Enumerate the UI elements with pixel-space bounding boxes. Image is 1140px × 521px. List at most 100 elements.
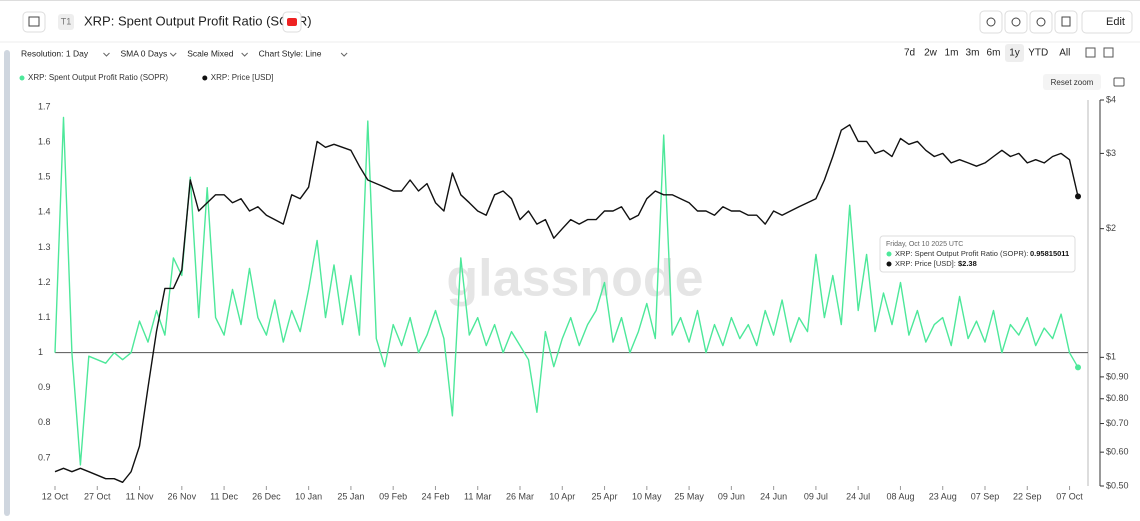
y-tick-label: 1.2 [38, 277, 51, 287]
tooltip-swatch [886, 261, 892, 267]
x-tick-label: 26 Mar [506, 491, 534, 501]
x-tick-label: 12 Oct [42, 491, 69, 501]
y-tick-label: 1.4 [38, 207, 51, 217]
tag: T1 [61, 16, 72, 26]
reset-zoom-button[interactable] [1043, 74, 1101, 90]
edit-label: Edit [1106, 16, 1125, 28]
range-button[interactable]: 7d [904, 48, 915, 59]
sidebar-icon [28, 16, 40, 27]
y-tick-label: 1.3 [38, 242, 51, 252]
y2-tick-label: $4 [1106, 94, 1116, 104]
tooltip-value: 0.95815011 [1030, 249, 1069, 258]
x-tick-label: 09 Jun [718, 491, 745, 501]
x-tick-label: 22 Sep [1013, 491, 1042, 501]
y2-tick-label: $0.80 [1106, 393, 1129, 403]
x-tick-label: 10 May [632, 491, 662, 501]
dropdown[interactable]: SMA 0 Days [120, 48, 167, 58]
copy-button[interactable] [1054, 10, 1078, 34]
dropdown[interactable]: Scale Mixed [187, 48, 234, 58]
x-tick-label: 27 Oct [84, 491, 111, 501]
tooltip-date: Friday, Oct 10 2025 UTC [886, 241, 963, 248]
y2-tick-label: $0.50 [1106, 480, 1129, 490]
tooltip-label: XRP: Spent Output Profit Ratio (SOPR): [895, 249, 1028, 258]
dropdown-caret [241, 52, 249, 57]
x-tick-label: 09 Feb [379, 491, 407, 501]
expand-icon[interactable] [1103, 47, 1114, 58]
x-tick-label: 11 Dec [210, 491, 238, 501]
tooltip: Friday, Oct 10 2025 UTC XRP: Spent Outpu… [879, 235, 1076, 273]
range-button[interactable]: 2w [924, 48, 938, 59]
star-icon [986, 17, 996, 27]
x-tick-label: 09 Jul [804, 491, 828, 501]
range-button[interactable]: 6m [987, 48, 1001, 59]
settings-icon[interactable] [1085, 47, 1096, 58]
legend-label: XRP: Spent Output Profit Ratio (SOPR) [28, 73, 168, 82]
x-tick-label: 24 Jun [760, 491, 787, 501]
alert-button[interactable] [1004, 10, 1028, 34]
x-tick-label: 25 Apr [592, 491, 618, 501]
video-icon [287, 18, 297, 26]
series-line [54, 116, 1079, 466]
camera-icon[interactable] [1113, 77, 1125, 87]
y2-tick-label: $1 [1106, 352, 1116, 362]
sidebar-toggle[interactable] [22, 11, 46, 33]
y-tick-label: 1.5 [38, 172, 51, 182]
y-tick-label: 0.8 [38, 417, 51, 427]
hover-point [1075, 193, 1081, 200]
series-line [54, 124, 1079, 483]
tooltip-label: XRP: Price [USD]: [895, 259, 956, 268]
x-tick-label: 07 Sep [971, 491, 1000, 501]
y2-tick-label: $0.70 [1106, 418, 1129, 428]
star-button[interactable] [979, 10, 1003, 34]
y-tick-label: 1.1 [38, 312, 51, 322]
tag-box [58, 14, 74, 30]
x-tick-label: 24 Jul [846, 491, 870, 501]
legend-swatch [19, 75, 25, 81]
x-tick-label: 26 Nov [168, 491, 197, 501]
y-tick-label: 1.7 [38, 101, 51, 111]
x-tick-label: 25 Jan [337, 491, 364, 501]
y-tick-label: 0.7 [38, 452, 51, 462]
range-button[interactable]: 3m [966, 48, 980, 59]
bell-icon [1011, 17, 1021, 27]
hover-point [1075, 364, 1081, 371]
share-button[interactable] [1029, 10, 1053, 34]
edit-button[interactable] [1081, 10, 1133, 34]
range-button[interactable]: 1y [1009, 48, 1020, 59]
dropdown-caret [169, 52, 177, 57]
x-tick-label: 10 Apr [549, 491, 575, 501]
watermark: glassnode [446, 250, 703, 308]
legend-swatch [202, 75, 208, 81]
y2-tick-label: $0.90 [1106, 371, 1129, 381]
tooltip-box [879, 235, 1076, 273]
share-icon [1036, 17, 1046, 27]
x-tick-label: 10 Jan [295, 491, 322, 501]
y2-tick-label: $2 [1106, 223, 1116, 233]
range-button[interactable]: 1m [945, 48, 959, 59]
tooltip-swatch [886, 251, 892, 257]
range-button[interactable]: All [1059, 48, 1070, 59]
dropdown-caret [340, 52, 348, 57]
x-tick-label: 11 Mar [464, 491, 491, 501]
x-tick-label: 07 Oct [1056, 491, 1083, 501]
y-tick-label: 1 [38, 347, 43, 357]
y-tick-label: 1.6 [38, 136, 51, 146]
scrollbar [4, 50, 10, 516]
y-tick-label: 0.9 [38, 382, 51, 392]
x-tick-label: 23 Aug [929, 491, 957, 501]
dropdown[interactable]: Chart Style: Line [259, 48, 322, 58]
legend-label: XRP: Price [USD] [211, 73, 274, 82]
copy-icon [1061, 16, 1071, 27]
dropdown[interactable]: Resolution: 1 Day [21, 48, 89, 58]
reset-zoom: Reset zoom [1051, 78, 1094, 87]
tooltip-value: $2.38 [958, 259, 977, 268]
header-title: XRP: Spent Output Profit Ratio (SOPR) [84, 13, 312, 28]
x-tick-label: 25 May [674, 491, 704, 501]
dropdown-caret [103, 52, 110, 57]
header-actions: Edit [979, 10, 1133, 34]
x-tick-label: 26 Dec [252, 491, 281, 501]
range-button[interactable]: YTD [1028, 48, 1048, 59]
x-tick-label: 08 Aug [886, 491, 914, 501]
